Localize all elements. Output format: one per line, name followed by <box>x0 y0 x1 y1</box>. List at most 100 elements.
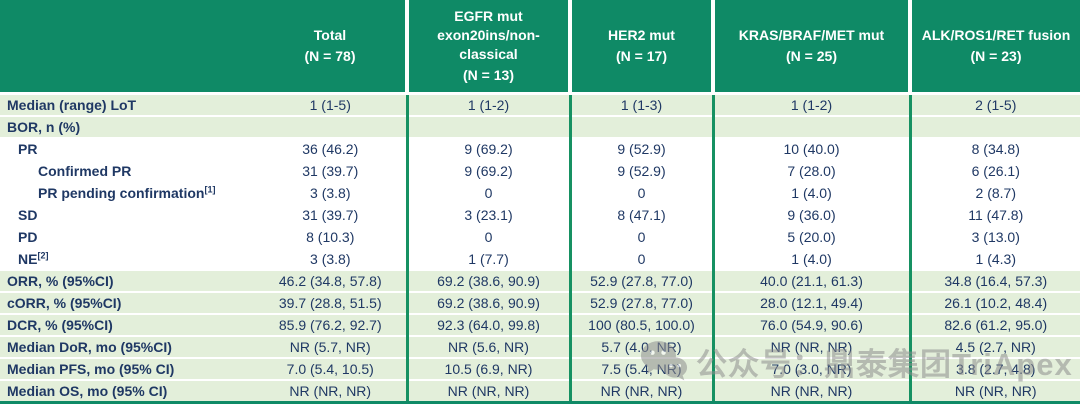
cell: NR (NR, NR) <box>711 379 910 404</box>
cell: 0 <box>568 225 713 248</box>
table-row: BOR, n (%) <box>0 115 1080 138</box>
cell: 3 (3.8) <box>255 181 407 204</box>
column-n: (N = 17) <box>616 48 667 64</box>
table-row: ORR, % (95%CI) 46.2 (34.8, 57.8) 69.2 (38.… <box>0 269 1080 292</box>
table-row: PR pending confirmation[1] 3 (3.8) 0 0 1 (4.… <box>0 181 1080 204</box>
table-row: Median OS, mo (95% CI) NR (NR, NR) NR (NR,… <box>0 379 1080 404</box>
cell: NR (5.7, NR) <box>255 335 407 358</box>
cell: 3 (3.8) <box>255 247 407 270</box>
footnote-marker: [1] <box>204 184 216 195</box>
row-label: PD <box>0 225 255 248</box>
cell: 0 <box>405 181 570 204</box>
cell: 1 (1-2) <box>711 92 910 116</box>
row-label: Confirmed PR <box>0 159 255 182</box>
cell: 100 (80.5, 100.0) <box>568 313 713 336</box>
row-label: Median PFS, mo (95% CI) <box>0 357 255 380</box>
cell <box>255 115 407 138</box>
column-header-kras: KRAS/BRAF/MET mut (N = 25) <box>711 0 910 95</box>
cell: 8 (10.3) <box>255 225 407 248</box>
cell: 1 (1-2) <box>405 92 570 116</box>
cell: NR (NR, NR) <box>908 379 1080 404</box>
cell: 9 (52.9) <box>568 159 713 182</box>
row-label: Median OS, mo (95% CI) <box>0 379 255 404</box>
cell: 40.0 (21.1, 61.3) <box>711 269 910 292</box>
cell: 7.0 (3.0, NR) <box>711 357 910 380</box>
column-title: EGFR mut exon20ins/non-classical <box>437 8 540 62</box>
footnote-marker: [2] <box>37 250 49 261</box>
table-row: cORR, % (95%CI) 39.7 (28.8, 51.5) 69.2 (38… <box>0 291 1080 314</box>
table-row: PD 8 (10.3) 0 0 5 (20.0) 3 (13.0) <box>0 225 1080 248</box>
table-row: DCR, % (95%CI) 85.9 (76.2, 92.7) 92.3 (64.… <box>0 313 1080 336</box>
row-label: SD <box>0 203 255 226</box>
cell <box>568 115 713 138</box>
cell: 9 (69.2) <box>405 159 570 182</box>
cell: 9 (36.0) <box>711 203 910 226</box>
cell: NR (NR, NR) <box>255 379 407 404</box>
row-label: PR pending confirmation[1] <box>0 181 255 204</box>
column-title: KRAS/BRAF/MET mut <box>738 27 885 44</box>
cell: 69.2 (38.6, 90.9) <box>405 269 570 292</box>
cell <box>405 115 570 138</box>
row-label: Median (range) LoT <box>0 92 255 116</box>
cell: 0 <box>568 181 713 204</box>
cell: NR (NR, NR) <box>568 379 713 404</box>
cell: 3.8 (2.7, 4.8) <box>908 357 1080 380</box>
cell: 28.0 (12.1, 49.4) <box>711 291 910 314</box>
cell: 3 (13.0) <box>908 225 1080 248</box>
cell: 2 (1-5) <box>908 92 1080 116</box>
column-header-egfr: EGFR mut exon20ins/non-classical (N = 13… <box>405 0 570 95</box>
column-n: (N = 25) <box>786 48 837 64</box>
cell <box>711 115 910 138</box>
table-row: Median (range) LoT 1 (1-5) 1 (1-2) 1 (1-3) 1… <box>0 92 1080 116</box>
row-label: cORR, % (95%CI) <box>0 291 255 314</box>
cell: 7.0 (5.4, 10.5) <box>255 357 407 380</box>
table-row: PR 36 (46.2) 9 (69.2) 9 (52.9) 10 (40.0) 8 (3… <box>0 137 1080 160</box>
column-n: (N = 13) <box>463 66 514 83</box>
cell: 11 (47.8) <box>908 203 1080 226</box>
column-title: ALK/ROS1/RET fusion <box>921 27 1071 44</box>
cell: NR (5.6, NR) <box>405 335 570 358</box>
row-label: DCR, % (95%CI) <box>0 313 255 336</box>
column-header-total: Total (N = 78) <box>255 0 407 95</box>
cell: 5 (20.0) <box>711 225 910 248</box>
cell: 10 (40.0) <box>711 137 910 160</box>
cell: 10.5 (6.9, NR) <box>405 357 570 380</box>
cell: 1 (4.0) <box>711 181 910 204</box>
cell: 31 (39.7) <box>255 203 407 226</box>
table-row: NE[2] 3 (3.8) 1 (7.7) 0 1 (4.0) 1 (4.3) <box>0 247 1080 270</box>
table-row: Median PFS, mo (95% CI) 7.0 (5.4, 10.5) 10… <box>0 357 1080 380</box>
cell: 36 (46.2) <box>255 137 407 160</box>
cell: NR (NR, NR) <box>405 379 570 404</box>
row-label: Median DoR, mo (95%CI) <box>0 335 255 358</box>
cell: 8 (34.8) <box>908 137 1080 160</box>
row-label: ORR, % (95%CI) <box>0 269 255 292</box>
cell: 1 (1-3) <box>568 92 713 116</box>
cell: 1 (7.7) <box>405 247 570 270</box>
column-header-label <box>0 0 255 95</box>
cell: 5.7 (4.0, NR) <box>568 335 713 358</box>
cell: 9 (69.2) <box>405 137 570 160</box>
cell: 3 (23.1) <box>405 203 570 226</box>
cell: 7.5 (5.4, NR) <box>568 357 713 380</box>
cell: NR (NR, NR) <box>711 335 910 358</box>
cell: 9 (52.9) <box>568 137 713 160</box>
cell: 52.9 (27.8, 77.0) <box>568 291 713 314</box>
cell: 1 (4.3) <box>908 247 1080 270</box>
table-row: Median DoR, mo (95%CI) NR (5.7, NR) NR (5.… <box>0 335 1080 358</box>
cell: 85.9 (76.2, 92.7) <box>255 313 407 336</box>
cell <box>908 115 1080 138</box>
column-title: Total <box>313 27 347 44</box>
column-n: (N = 23) <box>970 48 1022 64</box>
cell: 2 (8.7) <box>908 181 1080 204</box>
cell: 92.3 (64.0, 99.8) <box>405 313 570 336</box>
cell: 34.8 (16.4, 57.3) <box>908 269 1080 292</box>
cell: 0 <box>405 225 570 248</box>
cell: 39.7 (28.8, 51.5) <box>255 291 407 314</box>
cell: 1 (1-5) <box>255 92 407 116</box>
column-header-alk: ALK/ROS1/RET fusion (N = 23) <box>908 0 1080 95</box>
cell: 69.2 (38.6, 90.9) <box>405 291 570 314</box>
cell: 31 (39.7) <box>255 159 407 182</box>
cell: 4.5 (2.7, NR) <box>908 335 1080 358</box>
